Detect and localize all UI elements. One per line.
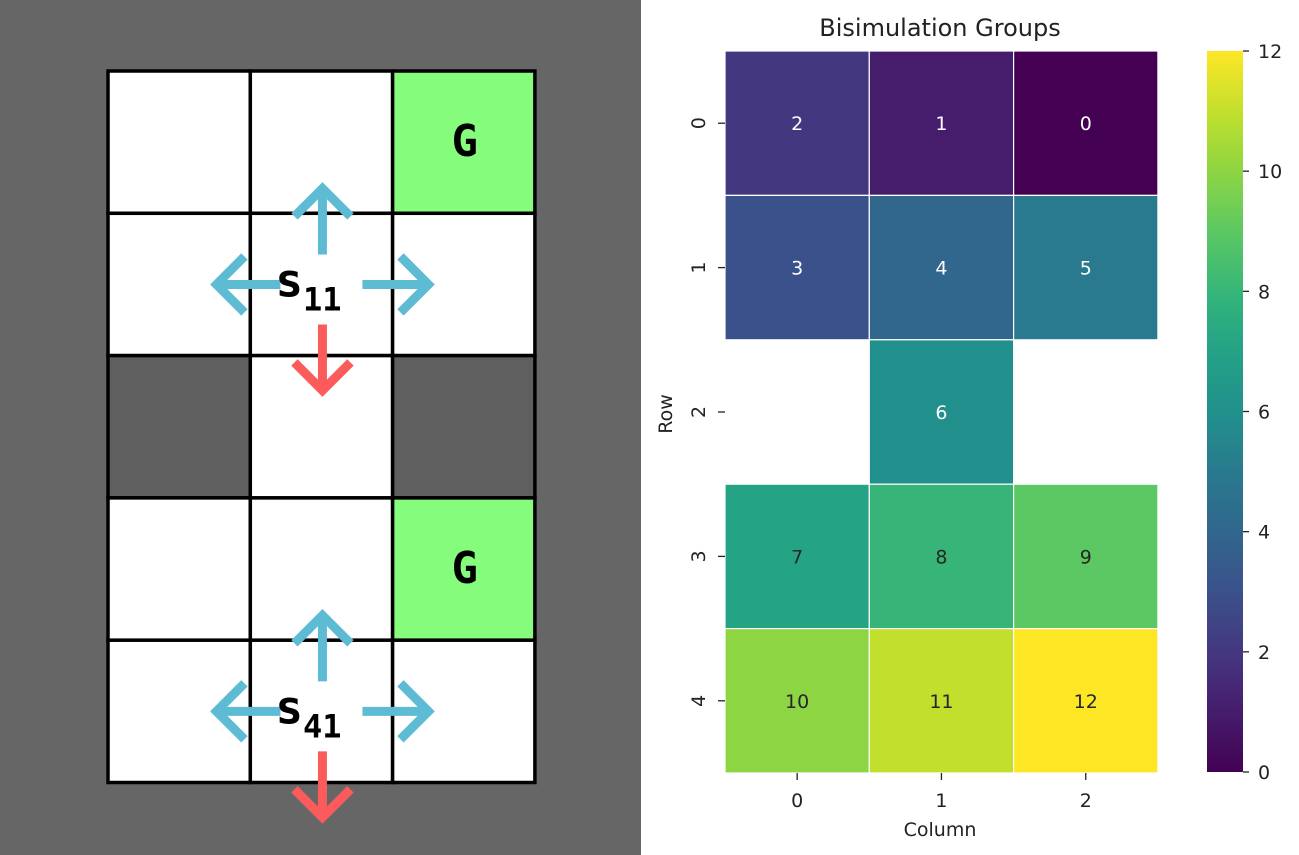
heatmap-cell	[1012, 50, 1159, 196]
y-tick-label: 2	[688, 406, 710, 418]
colorbar	[1207, 51, 1243, 772]
goal-label: G	[452, 116, 479, 167]
heatmap-cell	[724, 194, 870, 341]
colorbar-tick-label: 12	[1258, 41, 1282, 63]
state-label: s11	[275, 253, 341, 318]
chart-title: Bisimulation Groups	[819, 14, 1060, 42]
gridworld-panel: G G s11 s41	[0, 0, 641, 855]
free-cell	[106, 69, 253, 216]
colorbar-tick-label: 2	[1258, 642, 1270, 664]
state-label-background	[280, 260, 361, 309]
cell-value-label: 4	[935, 258, 947, 280]
state-label-background	[280, 687, 361, 736]
free-cell	[106, 496, 253, 642]
cell-value-label: 9	[1080, 546, 1092, 568]
down-arrow-icon	[291, 324, 354, 397]
x-tick-label: 0	[791, 790, 803, 812]
heatmap-cell	[868, 339, 1015, 485]
cell-value-label: 7	[791, 546, 803, 568]
down-arrow-icon	[291, 751, 354, 824]
y-tick-label: 1	[688, 262, 710, 274]
x-axis-label: Column	[904, 819, 977, 841]
state-label: s41	[275, 680, 341, 745]
wall-cell	[390, 353, 537, 500]
cell-value-label: 3	[791, 258, 803, 280]
up-arrow-icon	[291, 608, 354, 682]
wall-cell	[106, 353, 253, 500]
heatmap-cell	[868, 194, 1015, 341]
left-arrow-icon	[210, 253, 283, 316]
heatmap-cell	[1012, 483, 1159, 630]
x-tick-label: 2	[1080, 790, 1092, 812]
colorbar-tick-label: 8	[1258, 281, 1270, 303]
cell-value-label: 11	[929, 691, 953, 713]
colorbar-tick-label: 0	[1258, 762, 1270, 784]
goal-cell	[390, 496, 537, 642]
cell-value-label: 12	[1074, 691, 1098, 713]
heatmap-cell	[724, 50, 870, 196]
goal-cell	[390, 69, 537, 216]
y-tick-label: 4	[688, 695, 710, 707]
y-tick-label: 0	[688, 117, 710, 129]
right-arrow-icon	[362, 680, 435, 743]
right-arrow-icon	[362, 253, 435, 316]
cell-value-label: 0	[1080, 113, 1092, 135]
colorbar-tick-label: 4	[1258, 522, 1270, 544]
cell-value-label: 5	[1080, 258, 1092, 280]
goal-label: G	[452, 543, 479, 594]
cell-value-label: 8	[935, 546, 947, 568]
cell-value-label: 2	[791, 113, 803, 135]
left-arrow-icon	[210, 680, 283, 743]
up-arrow-icon	[291, 182, 354, 255]
y-tick-label: 3	[688, 550, 710, 562]
cell-value-label: 1	[935, 113, 947, 135]
y-axis-label: Row	[655, 394, 677, 434]
colorbar-tick-label: 10	[1258, 161, 1282, 183]
heatmap-cell	[868, 627, 1015, 774]
cell-value-label: 10	[785, 691, 809, 713]
heatmap-cell	[1012, 194, 1159, 341]
heatmap-cell	[868, 50, 1015, 196]
colorbar-tick-label: 6	[1258, 402, 1270, 424]
cell-value-label: 6	[935, 402, 947, 424]
x-tick-label: 1	[935, 790, 947, 812]
